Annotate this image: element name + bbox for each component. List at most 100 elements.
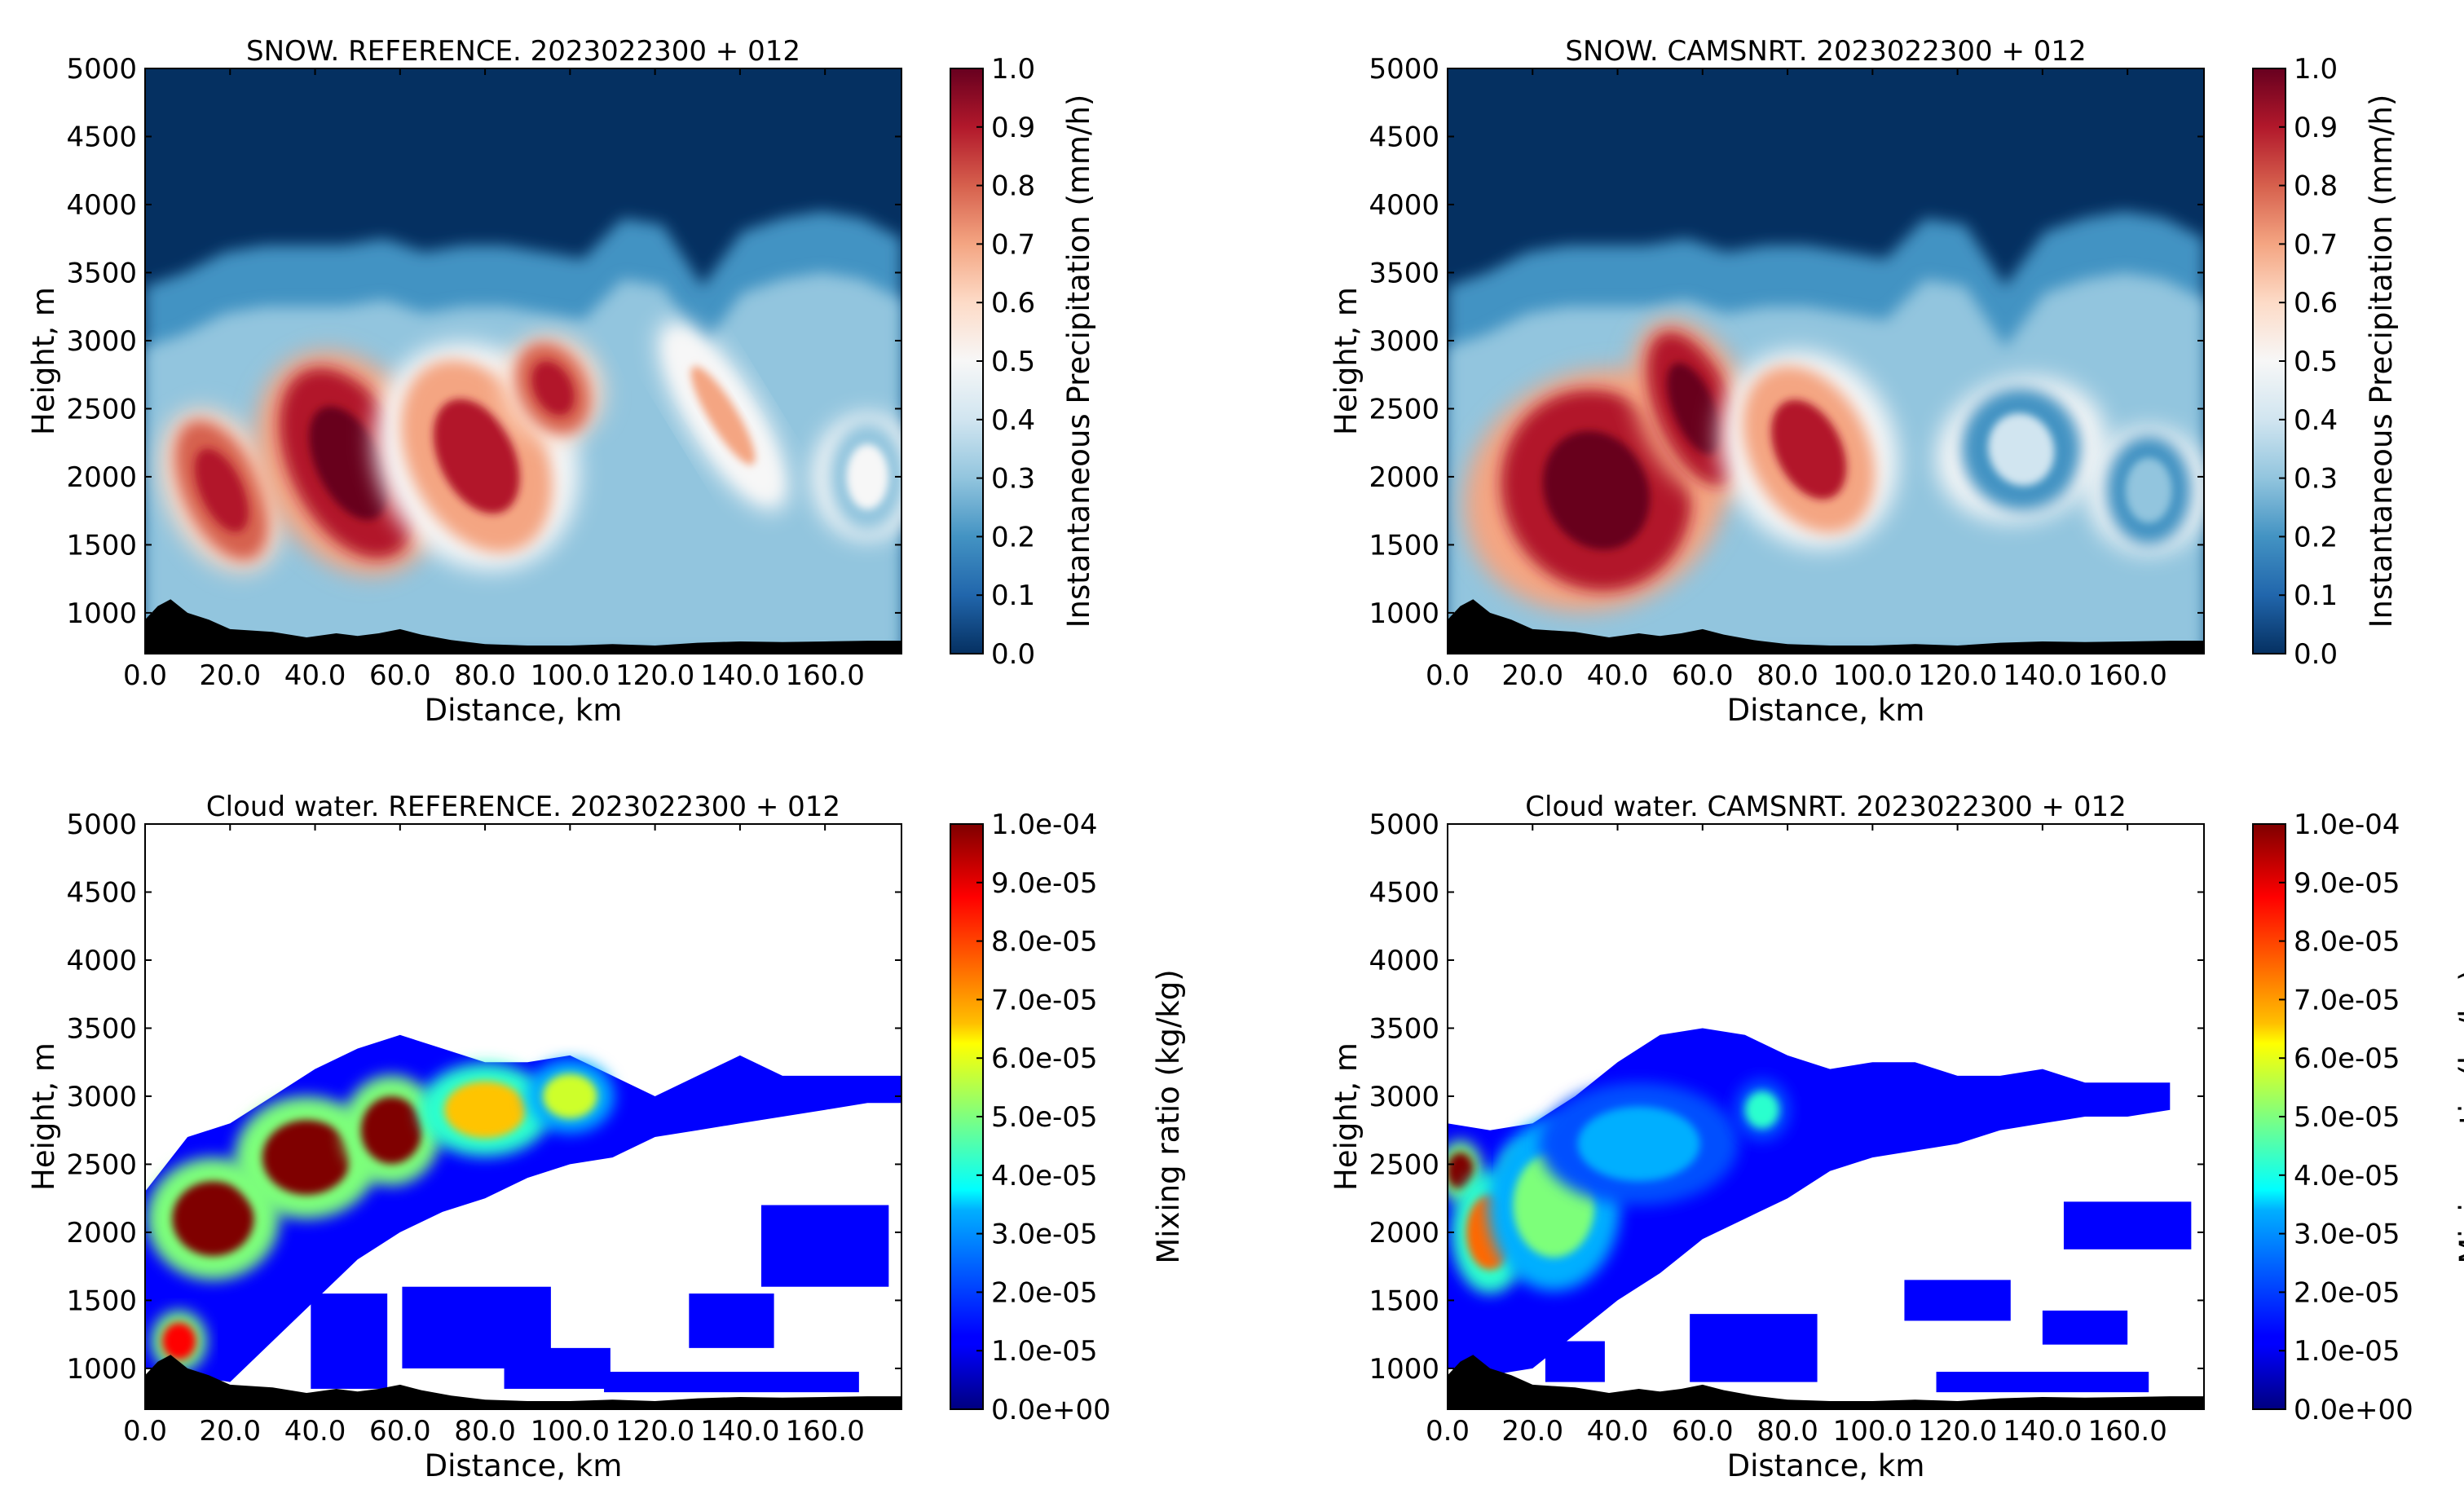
terrain [1448,1355,2204,1409]
x-tick-label: 80.0 [454,1415,516,1448]
chart-title: Cloud water. REFERENCE. 2023022300 + 012 [206,791,840,823]
y-tick-label: 1500 [66,529,137,562]
colorbar-tick-label: 6.0e-05 [2294,1042,2400,1075]
cloud-patch [689,1293,774,1348]
y-tick-label: 2000 [1369,1217,1439,1249]
y-tick-label: 2500 [1369,1148,1439,1181]
cloud-patch [1936,1372,2149,1393]
y-tick-label: 1000 [66,1353,137,1386]
plot-area [145,68,901,654]
y-tick-label: 2000 [66,461,137,494]
x-tick-label: 0.0 [1426,1415,1470,1448]
y-tick-label: 2000 [66,1217,137,1249]
x-tick-label: 60.0 [369,1415,431,1448]
colorbar-tick-label: 0.7 [991,228,1035,261]
terrain [145,1355,901,1409]
colorbar: 0.0 0.1 0.2 0.3 0.4 0.5 0.6 0.7 0.8 0.9 1.0 Instant… [2252,53,2399,671]
cloud-water-core [262,1120,351,1196]
cloud-water-core [1744,1091,1779,1129]
x-tick-label: 120.0 [615,1415,694,1448]
colorbar-tick-label: 9.0e-05 [991,867,1098,900]
colorbar-tick-label: 5.0e-05 [2294,1101,2400,1134]
colorbar: 0.0e+00 1.0e-05 2.0e-05 3.0e-05 4.0e-05 5.0e-… [2252,809,2464,1426]
terrain [145,599,901,654]
colorbar-tick-label: 4.0e-05 [991,1160,1098,1192]
x-tick-label: 100.0 [1833,1415,1912,1448]
precip-band-core [433,399,520,514]
x-tick-label: 160.0 [785,659,864,692]
colorbar-tick-label: 1.0 [2294,53,2338,86]
y-tick-label: 3500 [1369,1012,1439,1045]
colorbar-tick-label: 0.6 [991,287,1035,320]
cloud-patch [1545,1341,1605,1382]
cloud-patch [2063,1201,2192,1249]
colorbar-tick-label: 0.6 [2294,287,2338,320]
plot-frame [1447,823,2205,1410]
x-tick-label: 20.0 [1501,1415,1563,1448]
x-tick-label: 60.0 [1672,1415,1734,1448]
colorbar-tick-label: 0.0 [991,638,1035,671]
chart-panel: Cloud water. REFERENCE. 2023022300 + 012… [26,791,1186,1483]
x-tick-label: 60.0 [369,659,431,692]
y-tick-label: 3500 [66,1012,137,1045]
x-tick-label: 100.0 [531,1415,610,1448]
cloud-water-core [444,1081,527,1139]
x-tick-label: 0.0 [1426,659,1470,692]
terrain [1448,599,2204,654]
plot-frame [1447,68,2205,654]
x-tick-label: 120.0 [615,659,694,692]
cloud-patch [1904,1280,2011,1321]
y-axis-label: Height, m [26,1042,61,1191]
y-tick-label: 3500 [66,257,137,289]
plot-area [145,824,901,1409]
y-tick-label: 5000 [66,53,137,86]
colorbar-tick-label: 0.4 [2294,404,2338,437]
x-tick-label: 100.0 [531,659,610,692]
x-tick-label: 20.0 [199,1415,261,1448]
colorbar-tick-label: 0.9 [2294,112,2338,144]
x-tick-label: 100.0 [1833,659,1912,692]
y-tick-label: 2500 [66,393,137,425]
colorbar-tick-label: 8.0e-05 [2294,926,2400,959]
x-tick-label: 120.0 [1918,1415,1997,1448]
chart-title: Cloud water. CAMSNRT. 2023022300 + 012 [1525,791,2126,823]
colorbar-tick-label: 7.0e-05 [991,984,1098,1016]
colorbar-tick-label: 0.5 [2294,346,2338,378]
precip-band-core [846,443,889,510]
colorbar-tick-label: 0.2 [2294,521,2338,553]
chart-title: SNOW. CAMSNRT. 2023022300 + 012 [1565,35,2086,68]
x-tick-label: 20.0 [1501,659,1563,692]
y-tick-label: 3000 [1369,325,1439,358]
y-tick-label: 5000 [1369,53,1439,86]
colorbar-tick-label: 1.0e-04 [2294,809,2400,841]
colorbar-label: Instantaneous Precipitation (mm/h) [1061,95,1096,628]
precip-band-core [1667,363,1721,455]
precip-band-core [1988,412,2055,487]
y-tick-label: 1000 [1369,1353,1439,1386]
colorbar-tick-label: 2.0e-05 [2294,1276,2400,1309]
y-axis-label: Height, m [26,287,61,435]
x-axis-label: Distance, km [425,693,623,728]
colorbar-tick-label: 1.0e-05 [2294,1335,2400,1368]
y-tick-label: 4500 [1369,876,1439,909]
y-tick-label: 3000 [66,1081,137,1113]
y-tick-label: 4000 [1369,945,1439,977]
y-tick-label: 3500 [1369,257,1439,289]
cloud-patch [760,1205,889,1287]
cloud-patch [2042,1310,2128,1345]
x-tick-label: 0.0 [123,659,167,692]
x-tick-label: 0.0 [123,1415,167,1448]
cloud-water-core [1448,1152,1474,1190]
y-tick-label: 2500 [66,1148,137,1181]
x-tick-label: 40.0 [284,1415,346,1448]
precip-band-core [531,361,575,416]
colorbar: 0.0 0.1 0.2 0.3 0.4 0.5 0.6 0.7 0.8 0.9 1.0 Instant… [950,53,1096,671]
cloud-water-core [172,1181,254,1257]
y-tick-label: 1500 [1369,529,1439,562]
plot-frame [144,68,902,654]
cloud-water-core [542,1073,597,1119]
colorbar-tick-label: 0.1 [991,580,1035,612]
cloud-water-core [360,1096,422,1165]
colorbar-tick-label: 5.0e-05 [991,1101,1098,1134]
precip-band-core [1771,399,1847,500]
